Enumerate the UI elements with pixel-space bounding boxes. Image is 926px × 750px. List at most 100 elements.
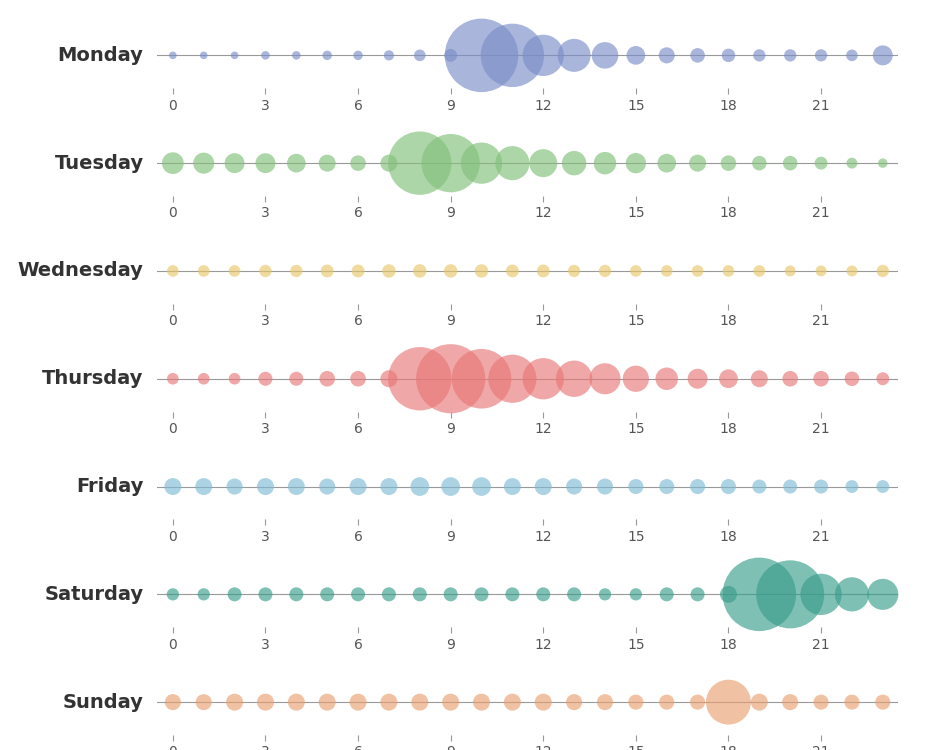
Point — [505, 588, 519, 600]
Point — [597, 588, 612, 600]
Point — [536, 265, 551, 277]
Point — [319, 158, 334, 170]
Point — [629, 158, 644, 170]
Point — [444, 588, 458, 600]
Point — [474, 373, 489, 385]
Point — [597, 481, 612, 493]
Point — [319, 373, 334, 385]
Point — [782, 373, 797, 385]
Point — [629, 588, 644, 600]
Point — [845, 588, 859, 600]
Point — [536, 481, 551, 493]
Point — [752, 373, 767, 385]
Point — [721, 696, 736, 708]
Point — [258, 50, 273, 62]
Point — [690, 50, 705, 62]
Point — [196, 481, 211, 493]
Point — [382, 588, 396, 600]
Point — [629, 373, 644, 385]
Point — [752, 50, 767, 62]
Point — [289, 481, 304, 493]
Point — [536, 373, 551, 385]
Point — [351, 481, 366, 493]
Point — [536, 696, 551, 708]
Point — [166, 696, 181, 708]
Point — [567, 50, 582, 62]
Point — [319, 50, 334, 62]
Point — [536, 50, 551, 62]
Point — [382, 696, 396, 708]
Point — [382, 158, 396, 170]
Point — [474, 696, 489, 708]
Point — [289, 158, 304, 170]
Point — [444, 158, 458, 170]
Point — [536, 158, 551, 170]
Point — [319, 481, 334, 493]
Point — [351, 50, 366, 62]
Point — [258, 265, 273, 277]
Point — [166, 588, 181, 600]
Point — [814, 50, 829, 62]
Point — [567, 481, 582, 493]
Point — [659, 481, 674, 493]
Point — [690, 158, 705, 170]
Y-axis label: Monday: Monday — [57, 46, 144, 64]
Point — [845, 373, 859, 385]
Point — [227, 50, 242, 62]
Point — [258, 696, 273, 708]
Point — [597, 265, 612, 277]
Point — [629, 481, 644, 493]
Point — [166, 265, 181, 277]
Point — [875, 158, 890, 170]
Point — [444, 481, 458, 493]
Point — [505, 265, 519, 277]
Point — [814, 265, 829, 277]
Point — [289, 265, 304, 277]
Point — [474, 265, 489, 277]
Point — [351, 158, 366, 170]
Point — [412, 373, 427, 385]
Point — [597, 158, 612, 170]
Point — [289, 588, 304, 600]
Point — [814, 588, 829, 600]
Point — [227, 265, 242, 277]
Point — [227, 373, 242, 385]
Point — [258, 158, 273, 170]
Point — [629, 50, 644, 62]
Point — [166, 373, 181, 385]
Point — [227, 588, 242, 600]
Point — [845, 50, 859, 62]
Point — [474, 158, 489, 170]
Point — [474, 481, 489, 493]
Point — [319, 696, 334, 708]
Point — [814, 373, 829, 385]
Point — [382, 373, 396, 385]
Point — [814, 158, 829, 170]
Y-axis label: Saturday: Saturday — [44, 585, 144, 604]
Point — [721, 588, 736, 600]
Point — [814, 696, 829, 708]
Point — [196, 50, 211, 62]
Point — [505, 50, 519, 62]
Point — [536, 588, 551, 600]
Point — [505, 481, 519, 493]
Point — [474, 50, 489, 62]
Point — [258, 481, 273, 493]
Point — [782, 696, 797, 708]
Point — [752, 696, 767, 708]
Point — [196, 158, 211, 170]
Point — [721, 50, 736, 62]
Point — [629, 265, 644, 277]
Point — [227, 158, 242, 170]
Point — [782, 588, 797, 600]
Point — [474, 588, 489, 600]
Point — [289, 696, 304, 708]
Point — [444, 50, 458, 62]
Point — [752, 158, 767, 170]
Point — [227, 481, 242, 493]
Point — [721, 265, 736, 277]
Point — [166, 481, 181, 493]
Point — [875, 588, 890, 600]
Point — [412, 265, 427, 277]
Point — [597, 50, 612, 62]
